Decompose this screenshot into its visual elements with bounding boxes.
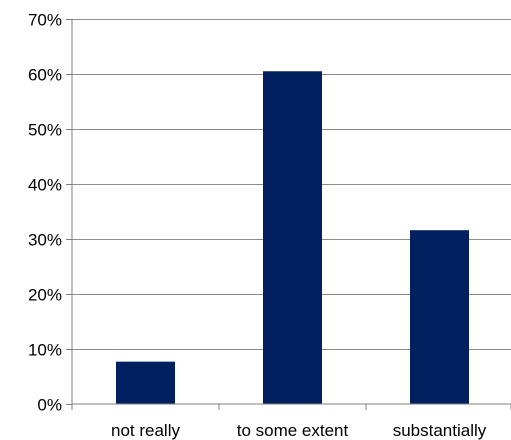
bar (410, 230, 469, 404)
y-tick-label: 70% (28, 11, 62, 30)
bar (116, 361, 175, 404)
bars (116, 71, 469, 404)
y-axis-ticks: 0% 10% 20% 30% 40% 50% 60% 70% (28, 11, 72, 415)
y-tick-label: 40% (28, 176, 62, 195)
y-tick-label: 0% (37, 396, 62, 415)
y-tick-label: 20% (28, 286, 62, 305)
x-tick-label: not really (111, 421, 180, 440)
x-tick-label: to some extent (237, 421, 349, 440)
y-tick-label: 60% (28, 66, 62, 85)
bar (263, 71, 322, 404)
y-tick-label: 30% (28, 231, 62, 250)
y-tick-label: 10% (28, 341, 62, 360)
x-tick-label: substantially (393, 421, 487, 440)
x-axis-ticks: not really to some extent substantially (71, 404, 511, 440)
y-tick-label: 50% (28, 121, 62, 140)
